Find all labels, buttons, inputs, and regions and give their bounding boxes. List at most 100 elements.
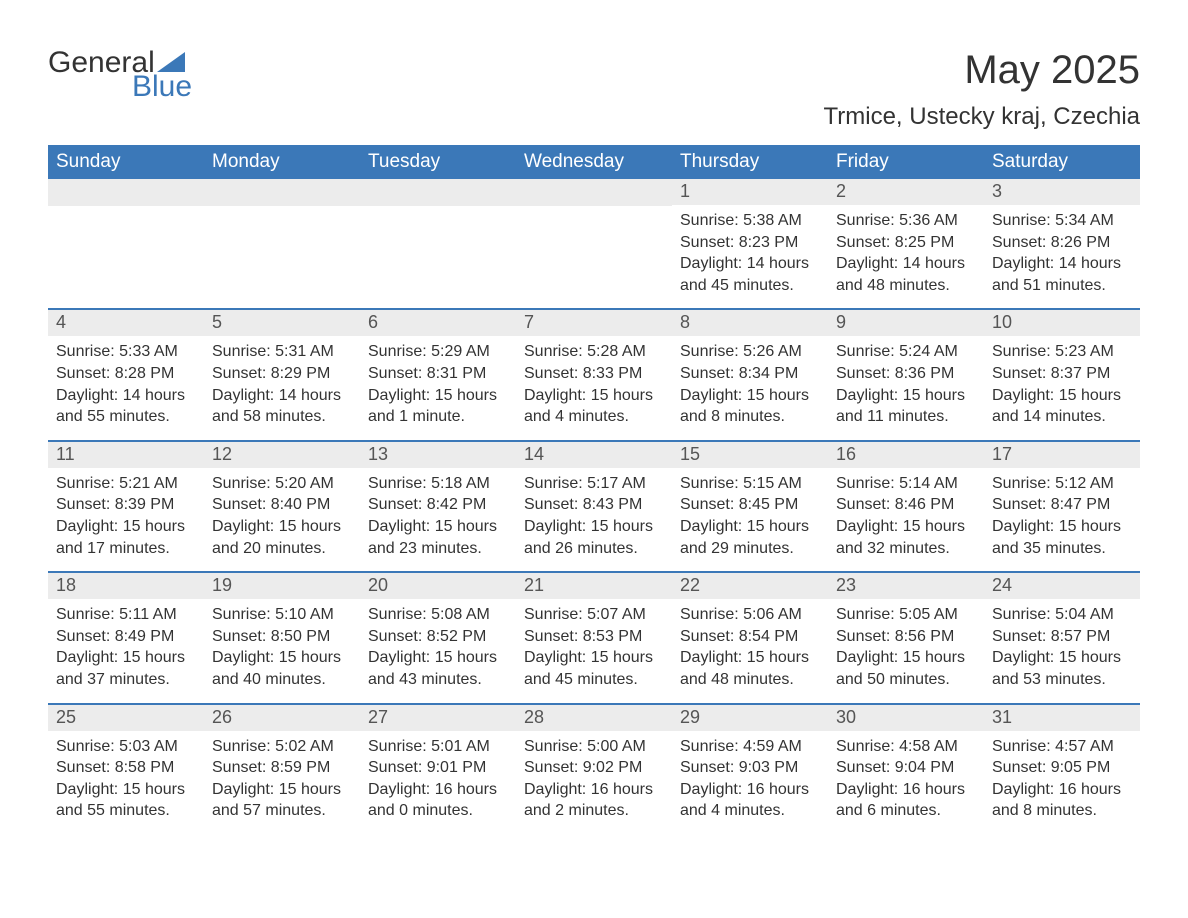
- day-dl2: and 26 minutes.: [524, 538, 664, 560]
- day-sunrise: Sunrise: 5:20 AM: [212, 473, 352, 495]
- day-dl1: Daylight: 15 hours: [836, 647, 976, 669]
- day-content: Sunrise: 5:02 AMSunset: 8:59 PMDaylight:…: [204, 731, 360, 834]
- day-sunrise: Sunrise: 4:58 AM: [836, 736, 976, 758]
- day-sunrise: Sunrise: 5:34 AM: [992, 210, 1132, 232]
- weekday-monday: Monday: [204, 145, 360, 179]
- day-dl2: and 6 minutes.: [836, 800, 976, 822]
- day-dl1: Daylight: 15 hours: [212, 516, 352, 538]
- day-cell: [516, 179, 672, 308]
- day-dl2: and 4 minutes.: [524, 406, 664, 428]
- day-sunset: Sunset: 8:28 PM: [56, 363, 196, 385]
- empty-day-number: [204, 179, 360, 206]
- day-dl2: and 48 minutes.: [836, 275, 976, 297]
- day-content: Sunrise: 5:24 AMSunset: 8:36 PMDaylight:…: [828, 336, 984, 439]
- day-number: 27: [360, 705, 516, 731]
- day-cell: 7Sunrise: 5:28 AMSunset: 8:33 PMDaylight…: [516, 310, 672, 439]
- day-content: Sunrise: 5:36 AMSunset: 8:25 PMDaylight:…: [828, 205, 984, 308]
- day-content: Sunrise: 4:58 AMSunset: 9:04 PMDaylight:…: [828, 731, 984, 834]
- day-sunset: Sunset: 8:37 PM: [992, 363, 1132, 385]
- day-cell: 30Sunrise: 4:58 AMSunset: 9:04 PMDayligh…: [828, 705, 984, 834]
- day-sunrise: Sunrise: 5:01 AM: [368, 736, 508, 758]
- day-cell: 14Sunrise: 5:17 AMSunset: 8:43 PMDayligh…: [516, 442, 672, 571]
- day-cell: [48, 179, 204, 308]
- day-sunset: Sunset: 8:49 PM: [56, 626, 196, 648]
- empty-day-number: [360, 179, 516, 206]
- day-content: Sunrise: 5:33 AMSunset: 8:28 PMDaylight:…: [48, 336, 204, 439]
- day-dl1: Daylight: 15 hours: [836, 385, 976, 407]
- day-cell: 9Sunrise: 5:24 AMSunset: 8:36 PMDaylight…: [828, 310, 984, 439]
- day-dl1: Daylight: 16 hours: [992, 779, 1132, 801]
- day-content: Sunrise: 5:20 AMSunset: 8:40 PMDaylight:…: [204, 468, 360, 571]
- day-dl1: Daylight: 14 hours: [56, 385, 196, 407]
- day-sunset: Sunset: 8:54 PM: [680, 626, 820, 648]
- day-dl1: Daylight: 15 hours: [368, 516, 508, 538]
- day-content: Sunrise: 5:06 AMSunset: 8:54 PMDaylight:…: [672, 599, 828, 702]
- day-dl2: and 29 minutes.: [680, 538, 820, 560]
- week-row: 11Sunrise: 5:21 AMSunset: 8:39 PMDayligh…: [48, 440, 1140, 571]
- day-cell: 2Sunrise: 5:36 AMSunset: 8:25 PMDaylight…: [828, 179, 984, 308]
- day-number: 9: [828, 310, 984, 336]
- day-cell: 21Sunrise: 5:07 AMSunset: 8:53 PMDayligh…: [516, 573, 672, 702]
- day-cell: 25Sunrise: 5:03 AMSunset: 8:58 PMDayligh…: [48, 705, 204, 834]
- day-content: Sunrise: 5:26 AMSunset: 8:34 PMDaylight:…: [672, 336, 828, 439]
- month-title: May 2025: [824, 48, 1141, 93]
- day-sunset: Sunset: 8:29 PM: [212, 363, 352, 385]
- day-sunrise: Sunrise: 5:04 AM: [992, 604, 1132, 626]
- day-dl1: Daylight: 15 hours: [992, 385, 1132, 407]
- empty-day-number: [516, 179, 672, 206]
- day-cell: 29Sunrise: 4:59 AMSunset: 9:03 PMDayligh…: [672, 705, 828, 834]
- day-dl1: Daylight: 15 hours: [680, 647, 820, 669]
- day-cell: 8Sunrise: 5:26 AMSunset: 8:34 PMDaylight…: [672, 310, 828, 439]
- day-sunset: Sunset: 9:03 PM: [680, 757, 820, 779]
- day-dl2: and 40 minutes.: [212, 669, 352, 691]
- day-cell: 24Sunrise: 5:04 AMSunset: 8:57 PMDayligh…: [984, 573, 1140, 702]
- day-sunset: Sunset: 8:42 PM: [368, 494, 508, 516]
- day-dl2: and 8 minutes.: [680, 406, 820, 428]
- day-dl2: and 14 minutes.: [992, 406, 1132, 428]
- day-number: 4: [48, 310, 204, 336]
- day-sunset: Sunset: 8:34 PM: [680, 363, 820, 385]
- day-sunrise: Sunrise: 5:06 AM: [680, 604, 820, 626]
- day-content: Sunrise: 5:14 AMSunset: 8:46 PMDaylight:…: [828, 468, 984, 571]
- day-sunrise: Sunrise: 5:29 AM: [368, 341, 508, 363]
- day-dl1: Daylight: 15 hours: [212, 779, 352, 801]
- day-number: 11: [48, 442, 204, 468]
- day-sunset: Sunset: 8:46 PM: [836, 494, 976, 516]
- day-sunrise: Sunrise: 5:03 AM: [56, 736, 196, 758]
- calendar: Sunday Monday Tuesday Wednesday Thursday…: [48, 145, 1140, 834]
- day-dl2: and 2 minutes.: [524, 800, 664, 822]
- day-number: 25: [48, 705, 204, 731]
- day-sunset: Sunset: 8:23 PM: [680, 232, 820, 254]
- day-dl2: and 1 minute.: [368, 406, 508, 428]
- day-sunrise: Sunrise: 5:12 AM: [992, 473, 1132, 495]
- day-content: Sunrise: 5:03 AMSunset: 8:58 PMDaylight:…: [48, 731, 204, 834]
- weekday-header-row: Sunday Monday Tuesday Wednesday Thursday…: [48, 145, 1140, 179]
- day-sunrise: Sunrise: 4:57 AM: [992, 736, 1132, 758]
- day-number: 23: [828, 573, 984, 599]
- day-dl2: and 23 minutes.: [368, 538, 508, 560]
- day-dl1: Daylight: 15 hours: [524, 385, 664, 407]
- day-content: Sunrise: 5:00 AMSunset: 9:02 PMDaylight:…: [516, 731, 672, 834]
- day-number: 28: [516, 705, 672, 731]
- day-sunset: Sunset: 8:45 PM: [680, 494, 820, 516]
- week-row: 1Sunrise: 5:38 AMSunset: 8:23 PMDaylight…: [48, 179, 1140, 308]
- day-number: 3: [984, 179, 1140, 205]
- day-sunset: Sunset: 8:26 PM: [992, 232, 1132, 254]
- day-sunset: Sunset: 8:59 PM: [212, 757, 352, 779]
- day-dl1: Daylight: 15 hours: [680, 516, 820, 538]
- day-number: 18: [48, 573, 204, 599]
- day-sunset: Sunset: 8:57 PM: [992, 626, 1132, 648]
- day-dl1: Daylight: 15 hours: [836, 516, 976, 538]
- day-content: Sunrise: 5:08 AMSunset: 8:52 PMDaylight:…: [360, 599, 516, 702]
- day-cell: 19Sunrise: 5:10 AMSunset: 8:50 PMDayligh…: [204, 573, 360, 702]
- day-content: Sunrise: 5:10 AMSunset: 8:50 PMDaylight:…: [204, 599, 360, 702]
- day-sunrise: Sunrise: 5:07 AM: [524, 604, 664, 626]
- day-dl2: and 58 minutes.: [212, 406, 352, 428]
- day-dl2: and 32 minutes.: [836, 538, 976, 560]
- day-sunset: Sunset: 9:04 PM: [836, 757, 976, 779]
- day-dl2: and 35 minutes.: [992, 538, 1132, 560]
- day-dl1: Daylight: 15 hours: [992, 516, 1132, 538]
- day-sunrise: Sunrise: 5:08 AM: [368, 604, 508, 626]
- day-number: 7: [516, 310, 672, 336]
- day-dl1: Daylight: 15 hours: [524, 516, 664, 538]
